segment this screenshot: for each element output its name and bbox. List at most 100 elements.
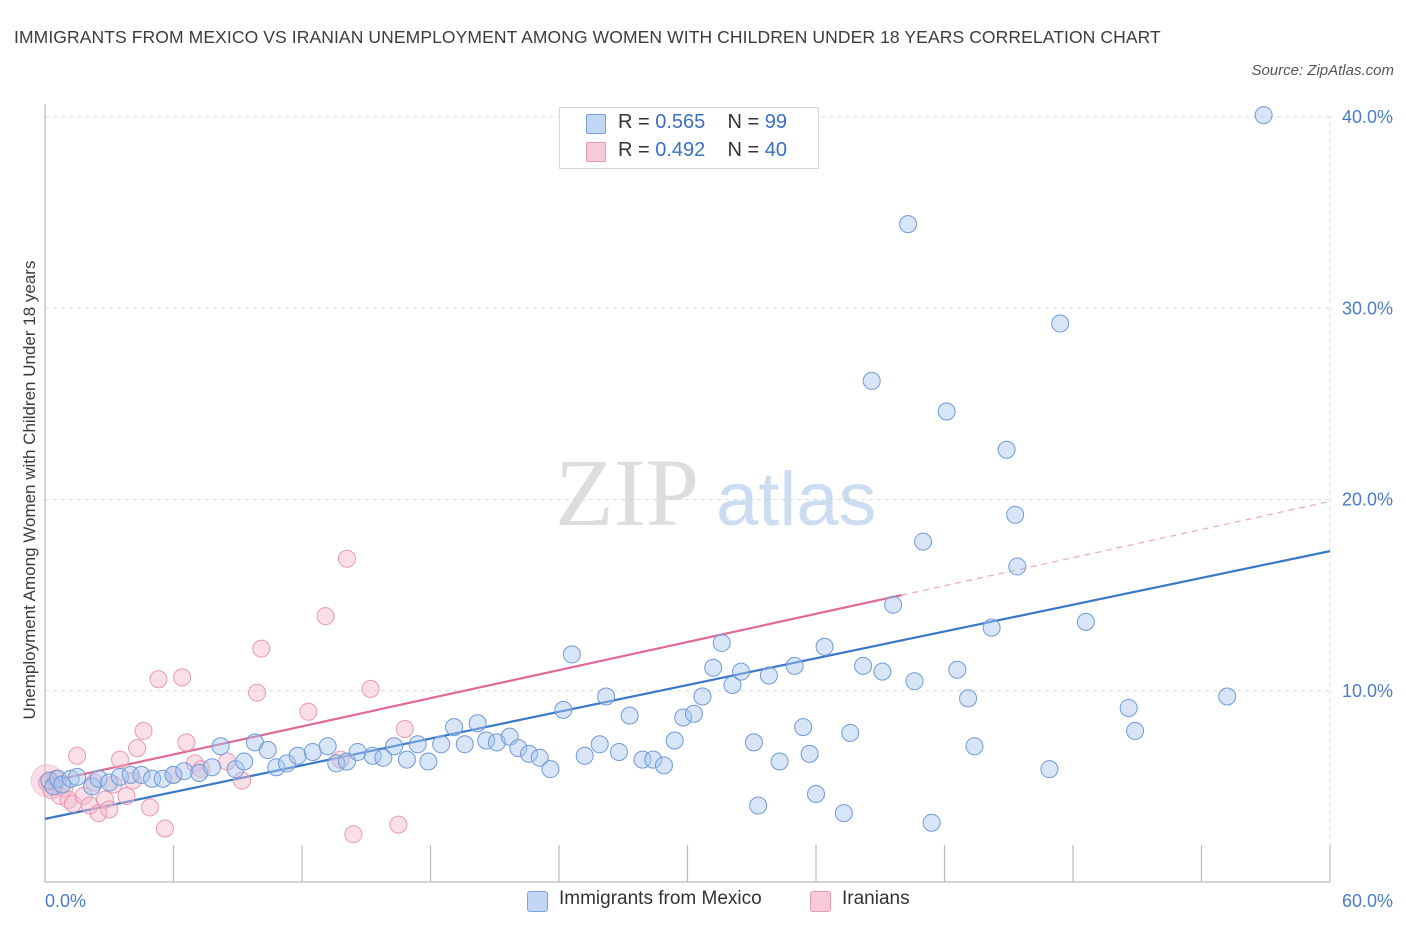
- data-point-iranians: [337, 549, 356, 568]
- data-point-mexico: [530, 748, 549, 767]
- data-point-iranians: [233, 771, 252, 790]
- data-point-iranians: [252, 639, 271, 658]
- data-point-iranians: [361, 679, 380, 698]
- data-point-mexico: [959, 689, 978, 708]
- data-point-mexico: [712, 633, 731, 652]
- data-point-mexico: [965, 737, 984, 756]
- data-point-mexico: [794, 718, 813, 737]
- data-point-mexico: [1119, 698, 1138, 717]
- data-point-iranians: [155, 819, 174, 838]
- trend-lines: [44, 500, 1331, 820]
- data-point-mexico: [1051, 314, 1070, 333]
- data-point-mexico: [620, 706, 639, 725]
- data-point-mexico: [1008, 557, 1027, 576]
- legend-n-value-mexico: 99: [764, 111, 788, 133]
- data-point-mexico: [862, 371, 881, 390]
- data-point-mexico: [982, 618, 1001, 637]
- legend-swatch-mexico: [586, 114, 606, 134]
- data-point-mexico: [432, 735, 451, 754]
- data-point-iranians: [95, 790, 114, 809]
- data-point-mexico: [693, 687, 712, 706]
- data-point-mexico: [541, 760, 560, 779]
- data-point-mexico: [509, 739, 528, 758]
- data-point-mexico: [455, 735, 474, 754]
- data-point-iranians: [128, 739, 147, 758]
- bottom-legend-swatch-iranians: [810, 891, 831, 912]
- data-point-mexico: [575, 746, 594, 765]
- bottom-legend-swatch-mexico: [527, 891, 548, 912]
- data-point-mexico: [235, 752, 254, 771]
- data-point-mexico: [597, 687, 616, 706]
- data-point-mexico: [800, 744, 819, 763]
- legend-r-value-mexico: 0.565: [655, 111, 706, 133]
- data-point-mexico: [83, 777, 102, 796]
- data-point-mexico: [143, 769, 162, 788]
- data-point-mexico: [397, 750, 416, 769]
- data-point-mexico: [89, 769, 108, 788]
- data-point-mexico: [854, 656, 873, 675]
- data-point-mexico: [914, 532, 933, 551]
- data-point-mexico: [175, 762, 194, 781]
- data-point-mexico: [749, 796, 768, 815]
- data-point-mexico: [834, 804, 853, 823]
- data-point-iranians: [395, 720, 414, 738]
- data-point-mexico: [445, 718, 464, 737]
- legend-swatch-iranians: [586, 142, 606, 162]
- chart-title: IMMIGRANTS FROM MEXICO VS IRANIAN UNEMPL…: [14, 27, 1161, 47]
- data-point-mexico: [562, 645, 581, 664]
- data-point-mexico: [1006, 505, 1025, 524]
- data-point-mexico: [873, 662, 892, 681]
- data-point-mexico: [744, 733, 763, 752]
- data-point-iranians: [100, 800, 119, 819]
- watermark-atlas: atlas: [716, 457, 877, 542]
- data-point-mexico: [674, 708, 693, 727]
- data-point-mexico: [267, 758, 286, 777]
- x-tick-label: 60.0%: [1342, 891, 1393, 911]
- data-point-mexico: [815, 637, 834, 656]
- data-point-mexico: [644, 750, 663, 769]
- data-point-mexico: [374, 748, 393, 767]
- data-point-mexico: [1040, 760, 1059, 779]
- data-point-iranians: [134, 721, 153, 740]
- trendline-iranians: [44, 594, 902, 784]
- data-point-mexico: [633, 750, 652, 769]
- data-point-mexico: [153, 769, 172, 788]
- data-point-iranians: [140, 798, 159, 817]
- data-point-mexico: [164, 765, 183, 784]
- bottom-legend-label-mexico: Immigrants from Mexico: [559, 888, 762, 909]
- legend-r-value-iranians: 0.492: [655, 139, 706, 161]
- data-point-iranians: [117, 786, 136, 805]
- legend-r-label: R =: [618, 139, 656, 161]
- data-point-mexico: [132, 765, 151, 784]
- bottom-legend-label-iranians: Iranians: [842, 888, 910, 909]
- data-point-iranians: [110, 750, 129, 769]
- data-point-mexico: [203, 758, 222, 777]
- data-point-mexico: [419, 752, 438, 771]
- data-point-mexico: [554, 700, 573, 719]
- data-point-iranians: [177, 733, 196, 752]
- data-point-iranians: [389, 815, 408, 834]
- stats-legend: R = 0.565 N = 99 R = 0.492 N = 40: [559, 107, 819, 169]
- data-point-mexico: [590, 735, 609, 754]
- y-tick-label: 30.0%: [1342, 298, 1393, 318]
- y-tick-label: 20.0%: [1342, 490, 1393, 510]
- data-point-mexico: [759, 666, 778, 685]
- data-point-mexico: [318, 737, 337, 756]
- data-point-mexico: [121, 765, 140, 784]
- data-point-mexico: [723, 676, 742, 695]
- trendline-mexico: [44, 550, 1331, 820]
- data-point-mexico: [899, 215, 918, 234]
- data-points: [30, 106, 1273, 844]
- data-point-iranians: [344, 825, 363, 844]
- data-point-mexico: [1254, 106, 1273, 125]
- y-tick-label: 40.0%: [1342, 107, 1393, 127]
- watermark: ZIP atlas: [555, 439, 877, 546]
- data-point-mexico: [211, 737, 230, 756]
- data-point-mexico: [61, 769, 80, 788]
- source-label: Source: ZipAtlas.com: [1251, 62, 1394, 79]
- data-point-iranians: [299, 702, 318, 721]
- data-point-mexico: [408, 735, 427, 754]
- tick-labels: 10.0% 20.0% 30.0% 40.0% 0.0% 60.0%: [45, 107, 1393, 911]
- data-point-iranians: [248, 683, 267, 702]
- data-point-mexico: [704, 658, 723, 677]
